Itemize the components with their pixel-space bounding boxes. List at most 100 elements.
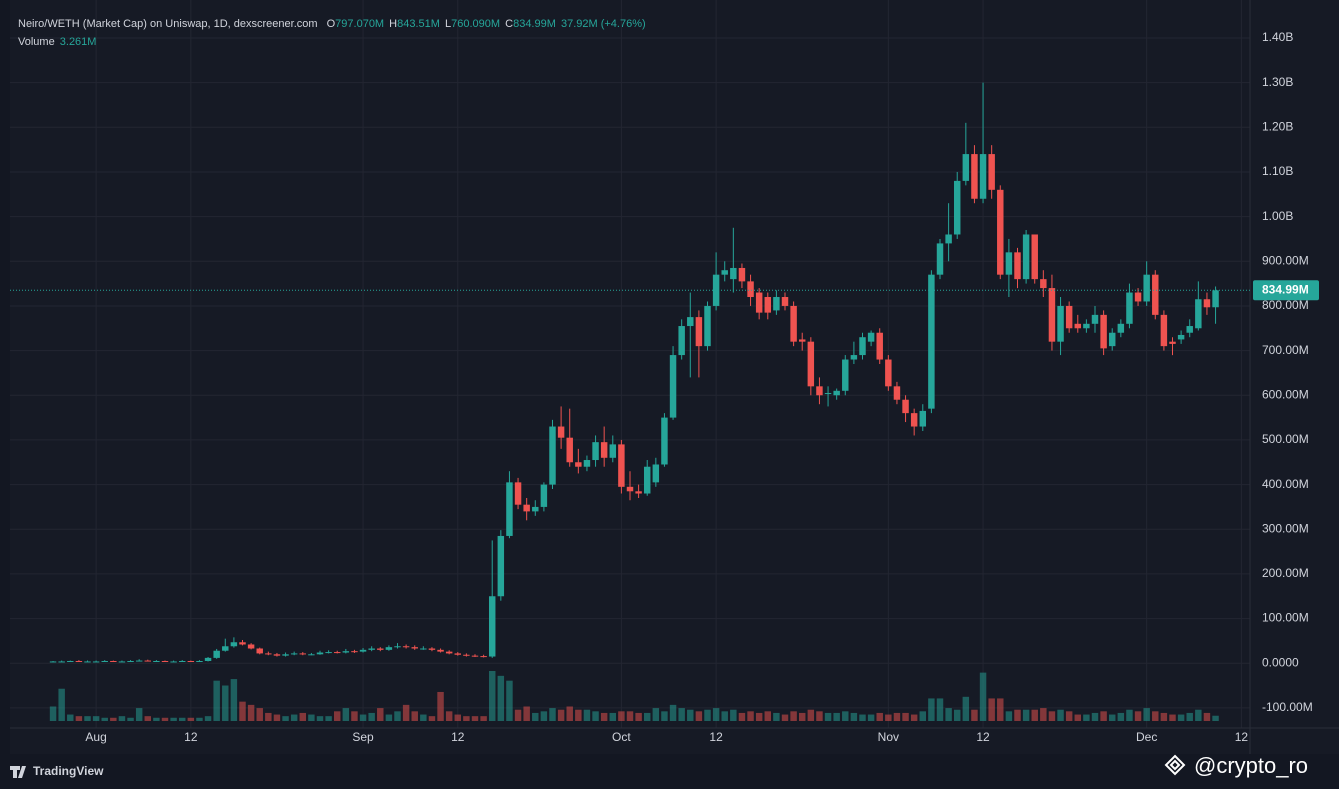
volume-bar (308, 714, 315, 721)
volume-bar (1065, 711, 1073, 721)
volume-bar (549, 708, 556, 721)
candle-body (566, 437, 573, 463)
volume-bar (1091, 712, 1099, 721)
volume-bar (497, 675, 505, 721)
candle-body (101, 661, 108, 663)
volume-bar (798, 712, 806, 721)
volume-bar (747, 711, 754, 721)
volume-bar (773, 712, 780, 721)
candle-body (618, 444, 625, 487)
candle-body (712, 274, 720, 306)
candle-body (549, 426, 556, 485)
candle-body (997, 189, 1004, 275)
y-tick-label: 200.00M (1262, 566, 1309, 580)
y-tick-label: 400.00M (1262, 477, 1309, 491)
volume-bar (454, 714, 462, 721)
volume-bar (833, 712, 840, 721)
volume-bar (420, 714, 427, 721)
candle-body (411, 647, 418, 649)
volume-bar (962, 696, 970, 721)
brand-icon (10, 766, 26, 778)
ohlc-value: 843.51M (397, 18, 440, 30)
candle-body (928, 274, 935, 409)
candle-body (1057, 305, 1064, 342)
volume-bar (618, 711, 625, 721)
candle-body (377, 648, 384, 650)
candle-body (798, 339, 806, 342)
volume-bar (1212, 715, 1219, 721)
volume-bar (824, 712, 832, 721)
candle-body (247, 644, 255, 649)
volume-bar (1014, 709, 1021, 721)
candle-body (204, 657, 212, 662)
volume-bar (1186, 712, 1193, 721)
volume-bar (1083, 714, 1090, 721)
volume-bar (333, 711, 341, 721)
candle-body (919, 410, 927, 427)
axes: -100.00M 0.0000 100.00M 200.00M 300.00M 400.0… (10, 30, 1319, 744)
volume-bar (988, 698, 995, 721)
volume-bar (153, 717, 160, 721)
watermark: @crypto_ro (1164, 753, 1308, 778)
volume-bar (540, 711, 548, 721)
candle-body (58, 661, 65, 663)
grid (10, 0, 1250, 728)
volume-bar (110, 717, 117, 721)
volume-bar (161, 717, 169, 721)
candle-body (1100, 314, 1107, 349)
candle-body (738, 267, 746, 282)
candle-body (92, 661, 100, 663)
volume-bar (1108, 714, 1116, 721)
candle-body (842, 359, 849, 391)
candle-body (1203, 299, 1211, 308)
y-tick-label: 1.00B (1262, 209, 1293, 223)
ohlc-key: C (505, 18, 513, 30)
candle-body (420, 648, 427, 650)
candle-body (127, 661, 134, 663)
candle-body (747, 281, 754, 298)
brand-logo: TradingView (10, 764, 104, 778)
candle-body (1108, 332, 1116, 347)
candle-body (687, 317, 694, 327)
volume-bar (850, 712, 858, 721)
y-tick-label: 1.30B (1262, 75, 1293, 89)
volume-bar (273, 714, 281, 721)
volume-bar (187, 717, 195, 721)
candle-body (75, 661, 83, 663)
volume-bar (514, 709, 522, 721)
volume-bar (704, 709, 711, 721)
candle-body (523, 504, 530, 512)
volume-bar (816, 711, 823, 721)
candle-body (290, 653, 298, 655)
candle-body (807, 341, 815, 387)
candle-body (213, 650, 220, 658)
candle-body (1143, 274, 1150, 302)
candle-body (833, 390, 840, 396)
volume-bar (428, 716, 436, 721)
x-tick-label: 12 (709, 730, 723, 744)
candle-body (265, 653, 272, 655)
volume-bar (867, 714, 875, 721)
candle-body (497, 535, 505, 597)
volume-bar (239, 701, 246, 721)
candle-body (368, 648, 375, 650)
candles (49, 82, 1219, 663)
candle-body (488, 596, 496, 657)
volume-bar (902, 712, 909, 721)
candle-body (824, 393, 832, 395)
ohlc-value: 797.070M (335, 18, 384, 30)
volume-bar (1126, 709, 1133, 721)
candle-body (1074, 323, 1082, 329)
y-tick-label: 600.00M (1262, 387, 1309, 401)
volume-bar (1057, 709, 1064, 721)
candle-body (454, 653, 462, 655)
candle-body (704, 305, 711, 347)
volume-bar (532, 712, 539, 721)
candle-body (609, 444, 617, 458)
volume-bar (661, 711, 668, 721)
y-tick-label: 300.00M (1262, 521, 1309, 535)
volume-bar (979, 672, 987, 721)
volume-bar (600, 712, 608, 721)
volume-bar (230, 679, 238, 721)
candle-body (575, 462, 582, 467)
